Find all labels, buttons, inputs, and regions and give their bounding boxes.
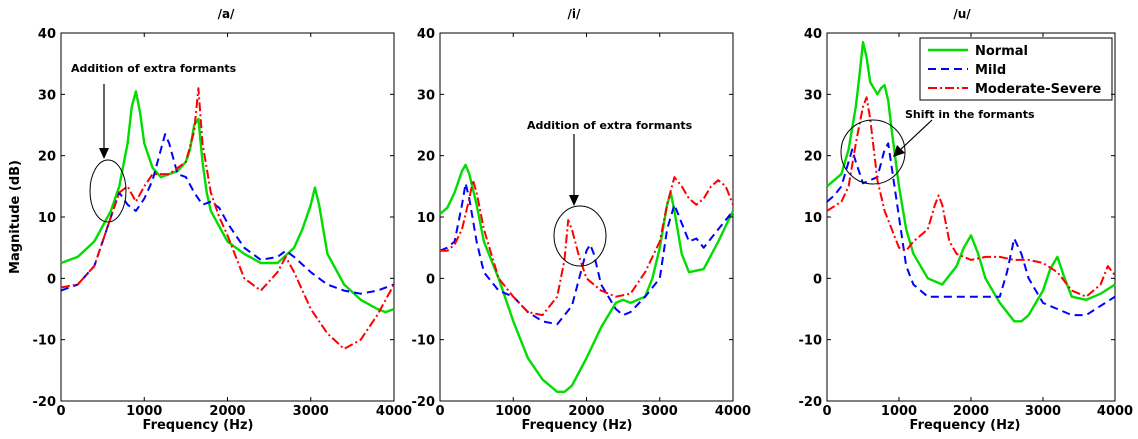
series-line-mild bbox=[826, 142, 1116, 317]
annotation-ellipse bbox=[89, 159, 127, 223]
x-tick-label: 0 bbox=[56, 404, 65, 419]
annotation-arrowhead bbox=[893, 145, 905, 157]
y-tick-label: -20 bbox=[33, 395, 57, 410]
annotation-arrow bbox=[898, 119, 933, 152]
annotation-text: Addition of extra formants bbox=[527, 119, 693, 132]
panel-title: /i/ bbox=[568, 7, 581, 21]
series-line-mild bbox=[439, 182, 734, 326]
x-tick-label: 4000 bbox=[715, 404, 751, 419]
y-tick-label: 20 bbox=[804, 150, 822, 165]
legend: Normal Mild Moderate-Severe bbox=[919, 37, 1113, 101]
y-tick-label: -20 bbox=[412, 395, 436, 410]
y-tick-label: 10 bbox=[417, 211, 435, 226]
y-tick-label: 0 bbox=[426, 272, 435, 287]
series-line-moderate-severe bbox=[60, 87, 395, 350]
y-tick-label: -10 bbox=[412, 334, 436, 349]
y-tick-label: 30 bbox=[417, 88, 435, 103]
x-tick-label: 0 bbox=[435, 404, 444, 419]
legend-box bbox=[919, 37, 1113, 101]
annotation-arrowhead bbox=[99, 148, 109, 159]
series-line-normal bbox=[439, 163, 735, 393]
y-tick-label: 30 bbox=[38, 88, 56, 103]
annotation-arrowhead bbox=[569, 195, 579, 206]
legend-label-mild: Mild bbox=[975, 63, 1006, 78]
x-tick-label: 3000 bbox=[642, 404, 678, 419]
y-tick-label: 0 bbox=[813, 272, 822, 287]
x-tick-label: 1000 bbox=[495, 404, 531, 419]
annotation-extra-formants: Addition of extra formants bbox=[527, 119, 693, 267]
chart-panel-a: /a/ Magnitude (dB) Frequency (Hz) Additi… bbox=[8, 7, 412, 433]
legend-label-normal: Normal bbox=[975, 44, 1028, 59]
series-line-moderate-severe bbox=[826, 96, 1116, 298]
y-tick-label: 40 bbox=[804, 27, 822, 42]
y-tick-label: 20 bbox=[38, 150, 56, 165]
y-tick-label: -20 bbox=[799, 395, 823, 410]
x-tick-label: 3000 bbox=[1025, 404, 1061, 419]
y-tick-label: -10 bbox=[33, 334, 57, 349]
x-axis-label: Frequency (Hz) bbox=[143, 418, 254, 433]
y-tick-label: 0 bbox=[47, 272, 56, 287]
x-tick-label: 4000 bbox=[1097, 404, 1133, 419]
y-tick-label: -10 bbox=[799, 334, 823, 349]
panel-title: /u/ bbox=[953, 7, 971, 21]
x-tick-label: 2000 bbox=[209, 404, 245, 419]
annotation-ellipse bbox=[553, 205, 607, 267]
series-line-normal bbox=[60, 90, 395, 314]
series-line-normal bbox=[826, 41, 1116, 323]
y-axis-label: Magnitude (dB) bbox=[8, 160, 23, 274]
panel-title: /a/ bbox=[218, 7, 235, 21]
x-tick-label: 4000 bbox=[376, 404, 412, 419]
legend-label-moderate-severe: Moderate-Severe bbox=[975, 82, 1101, 97]
x-tick-label: 2000 bbox=[568, 404, 604, 419]
y-tick-label: 20 bbox=[417, 150, 435, 165]
y-tick-label: 40 bbox=[417, 27, 435, 42]
x-tick-label: 1000 bbox=[881, 404, 917, 419]
x-tick-label: 3000 bbox=[293, 404, 329, 419]
series-line-moderate-severe bbox=[440, 176, 734, 317]
chart-panel-i: /i/ Frequency (Hz) Addition of extra for… bbox=[412, 7, 752, 433]
chart-panel-u: /u/ Frequency (Hz) Shift in the formants… bbox=[799, 7, 1134, 433]
annotation-formant-shift: Shift in the formants bbox=[840, 108, 1035, 185]
x-axis-label: Frequency (Hz) bbox=[522, 418, 633, 433]
x-axis-label: Frequency (Hz) bbox=[910, 418, 1021, 433]
x-tick-label: 2000 bbox=[953, 404, 989, 419]
y-tick-label: 10 bbox=[804, 211, 822, 226]
annotation-text: Shift in the formants bbox=[905, 108, 1035, 121]
y-tick-label: 30 bbox=[804, 88, 822, 103]
x-tick-label: 1000 bbox=[126, 404, 162, 419]
annotation-text: Addition of extra formants bbox=[71, 62, 237, 75]
plot-area bbox=[439, 32, 734, 402]
annotation-ellipse bbox=[840, 119, 906, 185]
y-tick-label: 10 bbox=[38, 211, 56, 226]
y-tick-label: 40 bbox=[38, 27, 56, 42]
series-line-mild bbox=[60, 133, 395, 295]
x-tick-label: 0 bbox=[822, 404, 831, 419]
annotation-extra-formants: Addition of extra formants bbox=[71, 62, 237, 223]
